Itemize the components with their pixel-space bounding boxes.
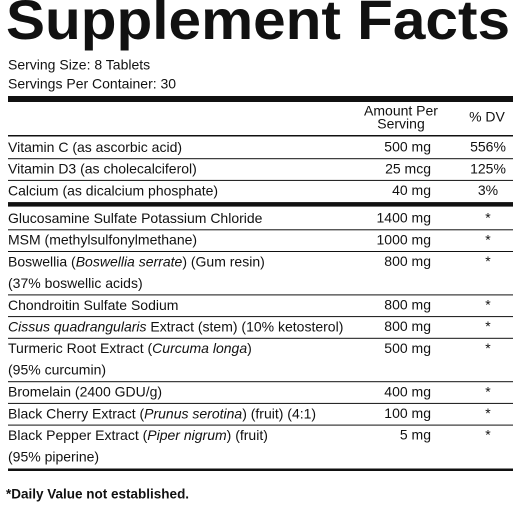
rule bbox=[8, 402, 513, 404]
serving-size: Serving Size: 8 Tablets bbox=[8, 57, 150, 73]
name-part: ) (Gum resin) bbox=[182, 253, 264, 269]
footnote: *Daily Value not established. bbox=[6, 487, 189, 502]
thick-rule bbox=[8, 202, 513, 207]
name-part: Piper nigrum bbox=[147, 427, 227, 443]
name-part: Boswellia serrate bbox=[76, 253, 183, 269]
nutrient-name-line2: (95% curcumin) bbox=[8, 362, 106, 378]
rule bbox=[8, 381, 513, 383]
daily-value: * bbox=[485, 318, 491, 334]
rule bbox=[8, 316, 513, 318]
thick-rule bbox=[8, 96, 513, 102]
amount: 400 mg bbox=[384, 383, 431, 399]
name-part: Vitamin D3 (as cholecalciferol) bbox=[8, 160, 197, 176]
amount: 800 mg bbox=[384, 253, 431, 269]
daily-value: * bbox=[485, 427, 491, 443]
name-part: MSM (methylsulfonylmethane) bbox=[8, 231, 197, 247]
rule bbox=[8, 158, 513, 160]
dv-header: % DV bbox=[469, 109, 505, 125]
daily-value: * bbox=[485, 231, 491, 247]
name-part: Curcuma longa bbox=[152, 340, 247, 356]
name-part: Chondroitin Sulfate Sodium bbox=[8, 296, 178, 312]
daily-value: 125% bbox=[470, 160, 506, 176]
name-part: Black Pepper Extract ( bbox=[8, 427, 148, 443]
daily-value: 3% bbox=[478, 182, 498, 198]
name-part: Extract (stem) (10% ketosterol) bbox=[147, 318, 344, 334]
nutrient-name: Turmeric Root Extract (Curcuma longa) bbox=[8, 340, 252, 356]
amount: 500 mg bbox=[384, 340, 431, 356]
nutrient-name-line2: (37% boswellic acids) bbox=[8, 275, 143, 291]
amount: 25 mcg bbox=[385, 160, 431, 176]
name-part: Vitamin C (as ascorbic acid) bbox=[8, 139, 182, 155]
rule bbox=[8, 294, 513, 296]
nutrient-name-line2: (95% piperine) bbox=[8, 448, 99, 464]
amount: 1000 mg bbox=[377, 231, 431, 247]
daily-value: * bbox=[485, 210, 491, 226]
nutrient-name: Vitamin D3 (as cholecalciferol) bbox=[8, 160, 197, 176]
amount: 5 mg bbox=[400, 427, 431, 443]
daily-value: * bbox=[485, 383, 491, 399]
rule bbox=[8, 251, 513, 252]
name-part: ) bbox=[247, 340, 252, 356]
daily-value: * bbox=[485, 253, 491, 269]
nutrient-name: Chondroitin Sulfate Sodium bbox=[8, 296, 178, 312]
rule bbox=[8, 179, 513, 181]
rule bbox=[8, 337, 513, 339]
name-part: ) (fruit) (4:1) bbox=[242, 405, 316, 421]
nutrient-name: Vitamin C (as ascorbic acid) bbox=[8, 139, 182, 155]
daily-value: * bbox=[485, 405, 491, 421]
nutrient-name: MSM (methylsulfonylmethane) bbox=[8, 231, 197, 247]
amount: 100 mg bbox=[384, 405, 431, 421]
daily-value: * bbox=[485, 340, 491, 356]
amount: 1400 mg bbox=[377, 210, 431, 226]
thick-rule bbox=[8, 468, 513, 471]
nutrient-name: Black Pepper Extract (Piper nigrum) (fru… bbox=[8, 427, 268, 443]
nutrient-name: Cissus quadrangularis Extract (stem) (10… bbox=[8, 318, 343, 334]
name-part: Cissus quadrangularis bbox=[8, 318, 147, 334]
rule bbox=[8, 424, 513, 426]
rule bbox=[8, 135, 513, 137]
name-part: Boswellia ( bbox=[8, 253, 76, 269]
amount-header: Serving bbox=[377, 116, 424, 132]
title: Supplement Facts bbox=[6, 0, 510, 51]
nutrient-name: Black Cherry Extract (Prunus serotina) (… bbox=[8, 405, 316, 421]
name-part: Bromelain (2400 GDU/g) bbox=[8, 383, 162, 399]
name-part: Glucosamine Sulfate Potassium Chloride bbox=[8, 210, 263, 226]
nutrient-name: Glucosamine Sulfate Potassium Chloride bbox=[8, 210, 263, 226]
name-part: Prunus serotina bbox=[144, 405, 242, 421]
daily-value: * bbox=[485, 296, 491, 312]
amount: 800 mg bbox=[384, 296, 431, 312]
amount: 800 mg bbox=[384, 318, 431, 334]
servings-per-container: Servings Per Container: 30 bbox=[8, 76, 176, 92]
name-part: ) (fruit) bbox=[227, 427, 268, 443]
daily-value: 556% bbox=[470, 139, 506, 155]
nutrient-name: Calcium (as dicalcium phosphate) bbox=[8, 182, 218, 198]
nutrient-name: Bromelain (2400 GDU/g) bbox=[8, 383, 162, 399]
rule bbox=[8, 229, 513, 231]
name-part: Turmeric Root Extract ( bbox=[8, 340, 153, 356]
name-part: Black Cherry Extract ( bbox=[8, 405, 144, 421]
amount: 500 mg bbox=[384, 139, 431, 155]
name-part: Calcium (as dicalcium phosphate) bbox=[8, 182, 218, 198]
nutrient-name: Boswellia (Boswellia serrate) (Gum resin… bbox=[8, 253, 265, 269]
amount: 40 mg bbox=[392, 182, 431, 198]
amount-header: Amount Per bbox=[364, 103, 438, 119]
